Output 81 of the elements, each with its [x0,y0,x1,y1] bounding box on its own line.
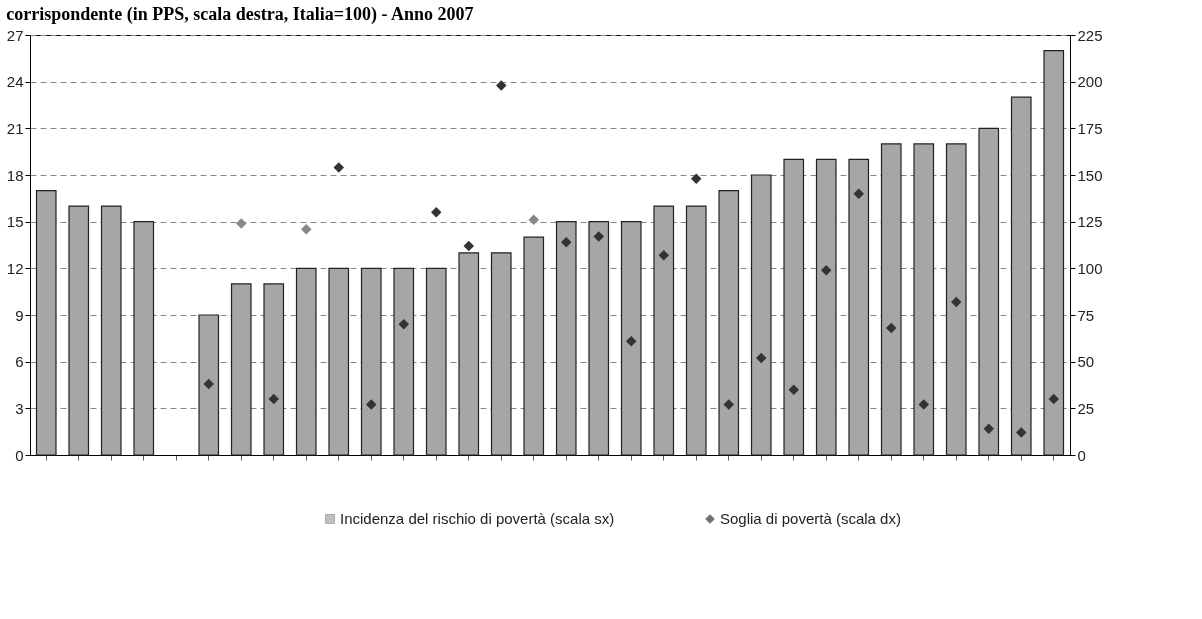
point [853,188,864,199]
bar [750,174,772,456]
bar [133,221,155,456]
point [301,223,312,235]
bar [718,189,740,456]
point [398,319,409,330]
bar [523,236,545,456]
point [821,264,832,276]
bar [880,143,902,456]
point [431,207,442,218]
y-tick-label: 15 [6,213,24,231]
point [691,173,702,184]
point [951,296,962,308]
bar [393,267,415,456]
y2-tick-label: 125 [1077,213,1103,231]
bar [35,189,57,456]
point [203,378,214,390]
point [626,335,637,347]
bar [588,221,610,456]
bar [360,267,382,456]
y-tick-label: 27 [6,26,24,44]
point [463,240,474,252]
bar [783,158,805,456]
bar [945,143,967,456]
bar [425,267,447,456]
point [983,423,994,435]
y2-tick-label: 75 [1077,306,1095,324]
bar [620,221,642,456]
point [561,236,572,248]
y2-tick-label: 200 [1077,73,1103,91]
y2-tick-label: 50 [1077,353,1095,371]
point [268,393,279,405]
chart-title: corrispondente (in PPS, scala destra, Italia=100) - Anno 2007 [6,4,474,25]
bar [1043,49,1065,456]
y2-tick-label: 175 [1077,119,1103,137]
point [658,250,669,261]
bar [555,221,577,456]
bar [913,143,935,456]
legend-label: Soglia di povertà (scala dx) [720,510,901,527]
y-tick-label: 0 [15,446,24,464]
y-tick-label: 24 [6,73,24,91]
bar [653,205,675,456]
y2-tick-label: 100 [1077,259,1103,277]
y-tick-label: 3 [15,399,24,417]
point [886,322,897,334]
y-tick-label: 18 [6,166,24,184]
bar [1010,96,1032,456]
y-tick-label: 12 [6,259,24,277]
point [723,399,734,410]
bar [68,205,90,456]
bar [328,267,350,456]
y2-tick-label: 225 [1077,26,1103,44]
y2-tick-label: 25 [1077,399,1095,417]
point [528,214,539,226]
bar [490,252,512,456]
y2-tick-label: 0 [1077,446,1086,464]
bar [263,283,285,456]
bar [230,283,252,456]
point [1016,427,1027,438]
point [333,162,344,173]
bar [295,267,317,456]
bar [978,127,1000,456]
y2-tick-label: 150 [1077,166,1103,184]
point [788,384,799,395]
point [236,218,247,229]
point [496,80,507,91]
point [756,352,767,364]
bar [848,158,870,456]
y-tick-label: 9 [15,306,24,324]
legend-label: Incidenza del rischio di povertà (scala sx) [340,510,615,527]
bar [100,205,122,456]
point [593,231,604,242]
bar [198,314,220,456]
point [366,399,377,410]
bar [458,252,480,456]
bar [685,205,707,456]
y-tick-label: 21 [6,119,24,137]
point [918,399,929,410]
point [1048,393,1059,405]
bar [815,158,837,456]
y-tick-label: 6 [15,353,24,371]
